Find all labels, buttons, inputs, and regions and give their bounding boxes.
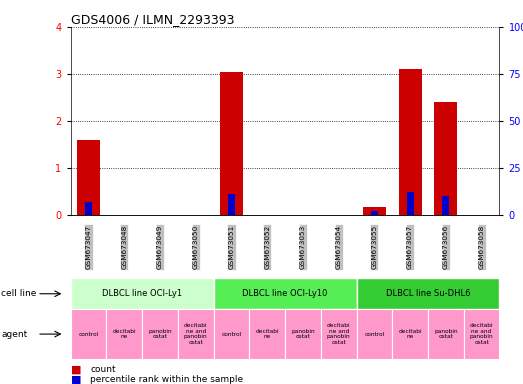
- Text: panobin
ostat: panobin ostat: [434, 329, 458, 339]
- Bar: [220, 71, 243, 215]
- Text: GSM673051: GSM673051: [229, 225, 234, 269]
- Bar: [228, 194, 235, 215]
- Bar: [85, 202, 92, 215]
- Bar: [178, 309, 213, 359]
- Text: GSM673057: GSM673057: [407, 225, 413, 269]
- Text: GSM673053: GSM673053: [300, 225, 306, 269]
- Bar: [392, 309, 428, 359]
- Text: decitabi
ne: decitabi ne: [399, 329, 422, 339]
- Text: cell line: cell line: [1, 289, 37, 298]
- Text: GSM673052: GSM673052: [264, 225, 270, 269]
- Text: DLBCL line OCI-Ly1: DLBCL line OCI-Ly1: [102, 289, 182, 298]
- Text: decitabi
ne and
panobin
ostat: decitabi ne and panobin ostat: [470, 323, 493, 345]
- Bar: [106, 309, 142, 359]
- Text: percentile rank within the sample: percentile rank within the sample: [90, 375, 244, 384]
- Text: GDS4006 / ILMN_2293393: GDS4006 / ILMN_2293393: [71, 13, 234, 26]
- Text: DLBCL line Su-DHL6: DLBCL line Su-DHL6: [386, 289, 470, 298]
- Text: GSM673055: GSM673055: [371, 225, 378, 269]
- Text: count: count: [90, 365, 116, 374]
- Text: ■: ■: [71, 364, 81, 374]
- Bar: [442, 196, 449, 215]
- Text: control: control: [364, 331, 384, 337]
- Bar: [371, 211, 378, 215]
- Bar: [363, 207, 386, 215]
- Bar: [249, 309, 285, 359]
- Bar: [77, 140, 100, 215]
- Text: GSM673054: GSM673054: [336, 225, 342, 269]
- Bar: [357, 309, 392, 359]
- Text: decitabi
ne and
panobin
ostat: decitabi ne and panobin ostat: [327, 323, 350, 345]
- Text: panobin
ostat: panobin ostat: [148, 329, 172, 339]
- Bar: [407, 192, 414, 215]
- Text: decitabi
ne: decitabi ne: [255, 329, 279, 339]
- Text: decitabi
ne: decitabi ne: [112, 329, 136, 339]
- Bar: [357, 278, 499, 309]
- Bar: [71, 278, 213, 309]
- Text: panobin
ostat: panobin ostat: [291, 329, 315, 339]
- Bar: [285, 309, 321, 359]
- Text: GSM673050: GSM673050: [192, 225, 199, 269]
- Bar: [213, 278, 357, 309]
- Text: decitabi
ne and
panobin
ostat: decitabi ne and panobin ostat: [184, 323, 208, 345]
- Bar: [142, 309, 178, 359]
- Bar: [399, 69, 422, 215]
- Text: control: control: [78, 331, 99, 337]
- Text: GSM673056: GSM673056: [443, 225, 449, 269]
- Text: GSM673047: GSM673047: [85, 225, 92, 269]
- Text: ■: ■: [71, 374, 81, 384]
- Bar: [428, 309, 464, 359]
- Text: control: control: [221, 331, 242, 337]
- Text: agent: agent: [1, 329, 27, 339]
- Bar: [213, 309, 249, 359]
- Bar: [464, 309, 499, 359]
- Text: GSM673048: GSM673048: [121, 225, 127, 269]
- Text: GSM673049: GSM673049: [157, 225, 163, 269]
- Text: GSM673058: GSM673058: [479, 225, 485, 269]
- Bar: [434, 102, 458, 215]
- Text: DLBCL line OCI-Ly10: DLBCL line OCI-Ly10: [242, 289, 328, 298]
- Bar: [71, 309, 106, 359]
- Bar: [321, 309, 357, 359]
